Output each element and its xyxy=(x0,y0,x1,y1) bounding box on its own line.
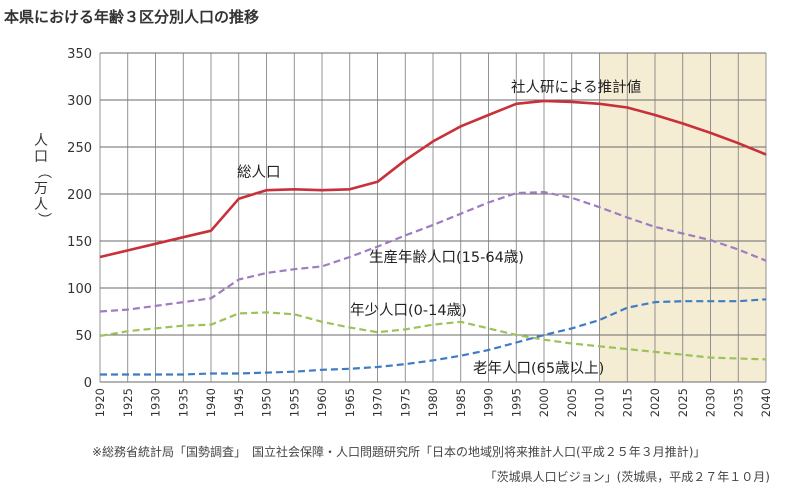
y-tick-label: 350 xyxy=(67,47,92,62)
series-line-3 xyxy=(99,311,767,361)
y-tick-label: 200 xyxy=(67,188,92,203)
x-tick-label: 1970 xyxy=(371,388,385,417)
y-tick-label: 0 xyxy=(84,376,92,391)
x-tick-label: 1940 xyxy=(204,388,218,417)
x-tick-label: 1975 xyxy=(398,388,412,417)
x-tick-label: 2035 xyxy=(731,388,745,417)
projection-label: 社人研による推計値 xyxy=(511,79,641,96)
x-tick-label: 1925 xyxy=(121,388,135,417)
y-tick-label: 150 xyxy=(67,235,92,250)
x-tick-label: 2030 xyxy=(704,388,718,417)
y-tick-label: 250 xyxy=(67,141,92,156)
x-tick-label: 2020 xyxy=(648,388,662,417)
chart-title: 本県における年齢３区分別人口の推移 xyxy=(4,8,260,26)
x-tick-label: 1995 xyxy=(509,388,523,417)
series-label-4: 老年人口(65歳以上) xyxy=(473,360,604,377)
x-tick-label: 2025 xyxy=(676,388,690,417)
x-tick-label: 1960 xyxy=(315,388,329,417)
x-tick-label: 1935 xyxy=(176,388,190,417)
x-tick-label: 2015 xyxy=(620,388,634,417)
x-tick-label: 2010 xyxy=(593,388,607,417)
x-tick-label: 1965 xyxy=(343,388,357,417)
source-note: ※総務省統計局「国勢調査」 国立社会保障・人口問題研究所「日本の地域別将来推計人… xyxy=(92,445,706,459)
x-tick-label: 1955 xyxy=(287,388,301,417)
series-label-3: 年少人口(0-14歳) xyxy=(350,302,467,319)
series-line-4 xyxy=(100,298,767,376)
x-tick-label: 1930 xyxy=(149,388,163,417)
x-tick-label: 1980 xyxy=(426,388,440,417)
series-label-1: 総人口 xyxy=(237,164,281,181)
series-line-2 xyxy=(99,191,767,313)
x-tick-label: 1945 xyxy=(232,388,246,417)
y-tick-label: 300 xyxy=(67,94,92,109)
y-tick-label: 50 xyxy=(75,329,92,344)
x-tick-label: 1920 xyxy=(93,388,107,417)
x-tick-label: 1985 xyxy=(454,388,468,417)
x-tick-label: 2000 xyxy=(537,388,551,417)
source-citation: 「茨城県人口ビジョン」(茨城県，平成２７年１０月) xyxy=(484,470,770,484)
series-line-1 xyxy=(99,99,767,259)
x-tick-label: 1950 xyxy=(260,388,274,417)
y-axis-label: 人口︵万人︶ xyxy=(34,133,52,229)
x-tick-label: 2005 xyxy=(565,388,579,417)
series-label-2: 生産年齢人口(15-64歳) xyxy=(369,249,524,266)
x-tick-label: 1990 xyxy=(482,388,496,417)
y-tick-label: 100 xyxy=(67,282,92,297)
x-tick-label: 2040 xyxy=(759,388,773,417)
